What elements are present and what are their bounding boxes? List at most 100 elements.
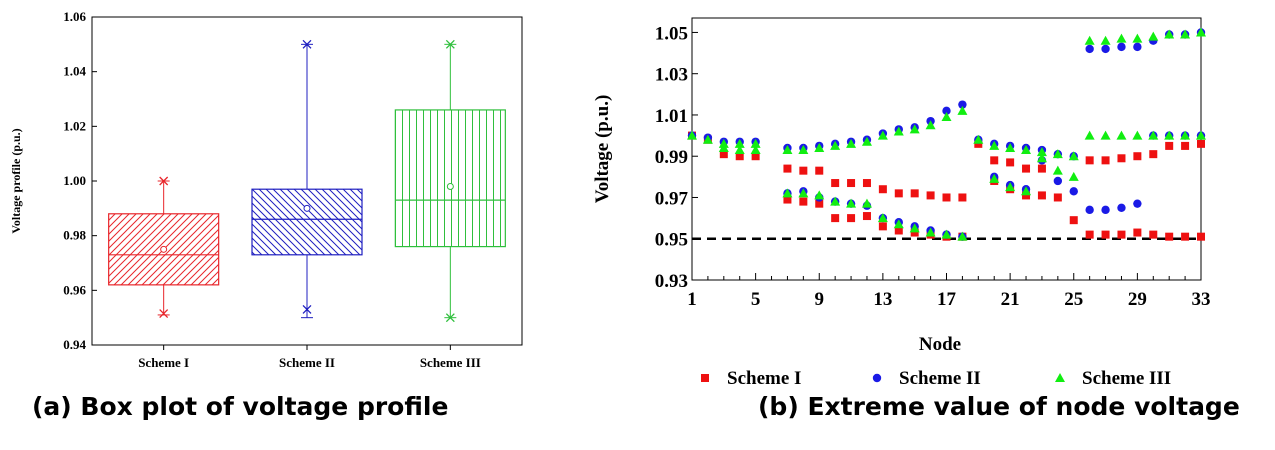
node-voltage-y-axis: 0.93 0.95 0.97 0.99 1.01 1.03 1.05 xyxy=(655,23,698,292)
max-point xyxy=(1197,139,1205,148)
max-point xyxy=(799,166,808,175)
max-point xyxy=(1069,216,1078,225)
min-point xyxy=(847,214,856,223)
box-2 xyxy=(251,39,363,319)
max-point xyxy=(1117,154,1126,163)
x-tick-label: 29 xyxy=(1128,289,1147,310)
max-point xyxy=(1084,35,1095,45)
min-point xyxy=(718,142,729,152)
max-point xyxy=(751,152,760,161)
y-tick-label: 0.96 xyxy=(63,282,86,297)
box-plot-x-axis: Scheme I Scheme II Scheme III xyxy=(138,345,481,370)
min-point xyxy=(1116,130,1127,140)
min-point xyxy=(1068,171,1079,181)
max-point xyxy=(1085,156,1094,165)
extreme-marker xyxy=(159,309,169,319)
box-1 xyxy=(108,176,220,319)
max-point xyxy=(815,166,824,175)
max-point xyxy=(750,138,761,148)
box-3 xyxy=(394,39,506,323)
caption-a: (a) Box plot of voltage profile xyxy=(32,392,449,421)
x-tick-label: Scheme I xyxy=(138,355,189,370)
x-tick-label: 5 xyxy=(751,289,761,310)
series-2 xyxy=(687,28,1206,241)
y-tick-label: 1.02 xyxy=(63,118,86,133)
max-point xyxy=(687,130,697,140)
min-point xyxy=(1101,205,1110,215)
min-point xyxy=(734,145,745,155)
box-iqr xyxy=(251,188,363,256)
series-3 xyxy=(687,27,1206,241)
min-point xyxy=(1181,232,1190,241)
max-point xyxy=(847,179,856,188)
y-tick-label: 1.06 xyxy=(63,9,86,24)
y-tick-label: 1.00 xyxy=(63,173,86,188)
max-point xyxy=(861,136,872,146)
max-point xyxy=(942,106,951,116)
max-point xyxy=(735,152,744,161)
x-tick-label: 17 xyxy=(937,289,957,310)
max-point xyxy=(782,145,793,155)
min-point xyxy=(909,223,920,233)
max-point xyxy=(1149,150,1158,159)
max-point xyxy=(1132,33,1143,43)
max-point xyxy=(894,189,903,198)
y-tick-label: 1.03 xyxy=(655,65,688,86)
max-point xyxy=(990,156,999,165)
extreme-marker xyxy=(302,305,312,314)
max-point xyxy=(925,120,936,130)
max-point xyxy=(846,138,857,148)
legend-label: Scheme II xyxy=(899,368,981,385)
max-point xyxy=(1101,44,1110,54)
x-tick-label: Scheme III xyxy=(420,355,481,370)
max-point xyxy=(1068,151,1079,161)
max-point xyxy=(1085,44,1094,54)
min-point xyxy=(1005,182,1016,192)
legend-marker xyxy=(1055,373,1065,382)
legend-marker xyxy=(701,374,709,382)
node-voltage-y-axis-label: Voltage (p.u.) xyxy=(592,95,613,204)
max-point xyxy=(783,164,792,173)
node-voltage-chart: 0.93 0.95 0.97 0.99 1.01 1.03 1.05 1 5 9 13 17 21 25… xyxy=(592,17,1211,385)
min-point xyxy=(783,195,792,204)
min-point xyxy=(1165,232,1174,241)
max-point xyxy=(1133,42,1142,52)
x-tick-label: 21 xyxy=(1001,289,1020,310)
max-point xyxy=(989,140,1000,150)
y-tick-label: 1.05 xyxy=(655,23,688,44)
max-point xyxy=(909,124,920,134)
node-voltage-x-axis-label: Node xyxy=(919,334,961,355)
x-tick-label: Scheme II xyxy=(279,355,335,370)
min-point xyxy=(1085,230,1094,239)
min-point xyxy=(878,222,887,231)
max-point xyxy=(877,130,888,140)
extreme-marker xyxy=(445,39,455,49)
min-point xyxy=(1197,232,1205,241)
max-point xyxy=(878,185,887,194)
max-point xyxy=(1037,164,1046,173)
min-point xyxy=(1101,230,1110,239)
max-point xyxy=(1100,35,1111,45)
max-point xyxy=(941,112,952,122)
min-point xyxy=(989,173,1000,183)
min-point xyxy=(1069,187,1078,196)
node-voltage-points xyxy=(687,27,1206,241)
min-point xyxy=(1053,176,1063,186)
min-point xyxy=(1132,130,1143,140)
min-point xyxy=(1180,130,1191,140)
mean-marker xyxy=(446,182,454,190)
min-point xyxy=(894,226,903,235)
x-tick-label: 33 xyxy=(1192,289,1211,310)
min-point xyxy=(877,213,888,223)
max-point xyxy=(1052,149,1063,159)
min-point xyxy=(831,214,840,223)
max-point xyxy=(830,140,841,150)
extreme-marker xyxy=(159,176,169,186)
y-tick-label: 0.94 xyxy=(63,337,86,352)
min-point xyxy=(862,212,871,221)
min-point xyxy=(830,196,841,206)
node-voltage-x-axis: 1 5 9 13 17 21 25 29 33 xyxy=(687,273,1211,310)
max-point xyxy=(958,193,967,202)
min-point xyxy=(1133,199,1142,208)
box-plot-y-axis: 0.94 0.96 0.98 1.00 1.02 1.04 1.06 xyxy=(63,9,97,352)
